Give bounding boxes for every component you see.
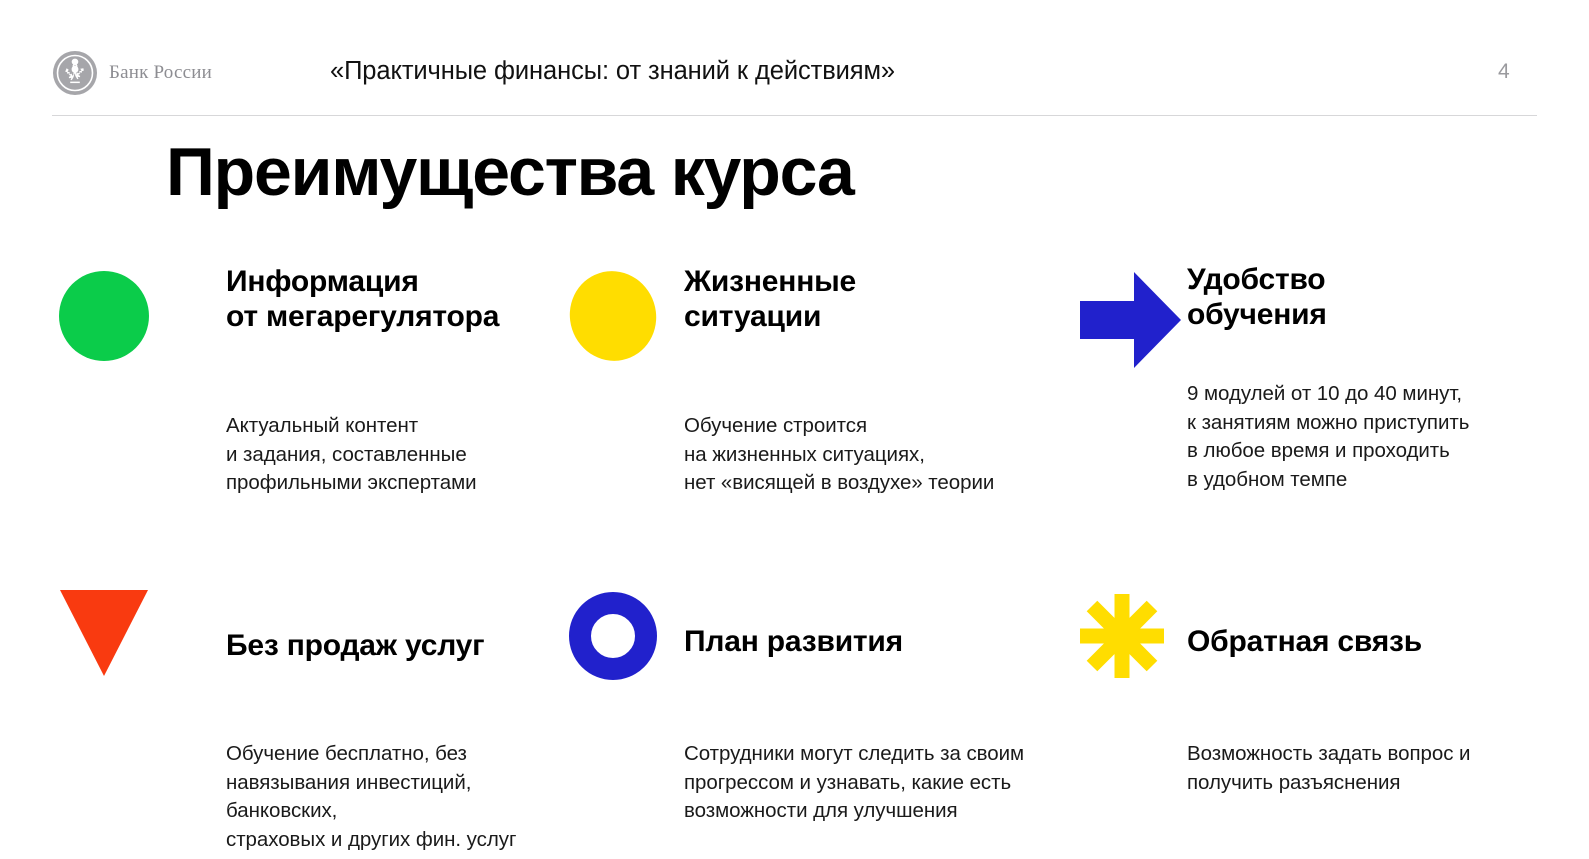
bank-of-russia-logo: Банк России [52,50,212,96]
card-header: Информация от мегарегулятора [56,265,556,386]
header-divider [52,115,1537,116]
benefit-card-life-situations: Жизненные ситуации Обучение строится на … [568,265,1018,498]
card-body: Возможность задать вопрос и получить раз… [1187,742,1471,794]
page-number: 4 [1498,60,1510,83]
card-body: 9 модулей от 10 до 40 минут, к занятиям … [1187,382,1470,492]
blue-ring-icon [568,588,680,700]
logo-wordmark: Банк России [109,62,212,83]
card-title: Информация от мегарегулятора [226,265,500,334]
benefit-card-information: Информация от мегарегулятора Актуальный … [56,265,556,498]
card-body: Обучение бесплатно, без навязывания инве… [226,742,517,852]
bank-of-russia-emblem-icon [52,50,98,96]
card-title: Обратная связь [1187,625,1423,658]
slide-header: Банк России «Практичные финансы: от знан… [0,0,1589,116]
benefit-card-feedback: Обратная связь Возможность задать вопрос… [1077,588,1537,797]
card-title: План развития [684,625,903,658]
card-body: Обучение строится на жизненных ситуациях… [684,414,995,495]
card-body: Сотрудники могут следить за своим прогре… [684,742,1025,823]
card-header: Жизненные ситуации [568,265,1018,386]
presentation-title: «Практичные финансы: от знаний к действи… [330,57,896,85]
card-header: Удобство обучения [1077,263,1537,386]
card-title: Жизненные ситуации [684,265,857,334]
card-title: Удобство обучения [1187,263,1327,332]
card-header: План развития [568,588,1028,706]
card-title: Без продаж услуг [226,629,485,662]
yellow-asterisk-icon [1077,588,1189,700]
benefit-card-no-sales: Без продаж услуг Обучение бесплатно, без… [56,588,576,855]
card-header: Без продаж услуг [56,588,576,706]
red-triangle-down-icon [56,588,168,700]
green-circle-icon [56,268,168,380]
yellow-blob-icon [568,268,680,380]
blue-arrow-right-icon [1077,268,1189,380]
card-body: Актуальный контент и задания, составленн… [226,414,477,495]
card-header: Обратная связь [1077,588,1537,706]
benefit-card-convenience: Удобство обучения 9 модулей от 10 до 40 … [1077,263,1537,495]
page-title: Преимущества курса [166,134,855,210]
benefit-card-development-plan: План развития Сотрудники могут следить з… [568,588,1028,826]
